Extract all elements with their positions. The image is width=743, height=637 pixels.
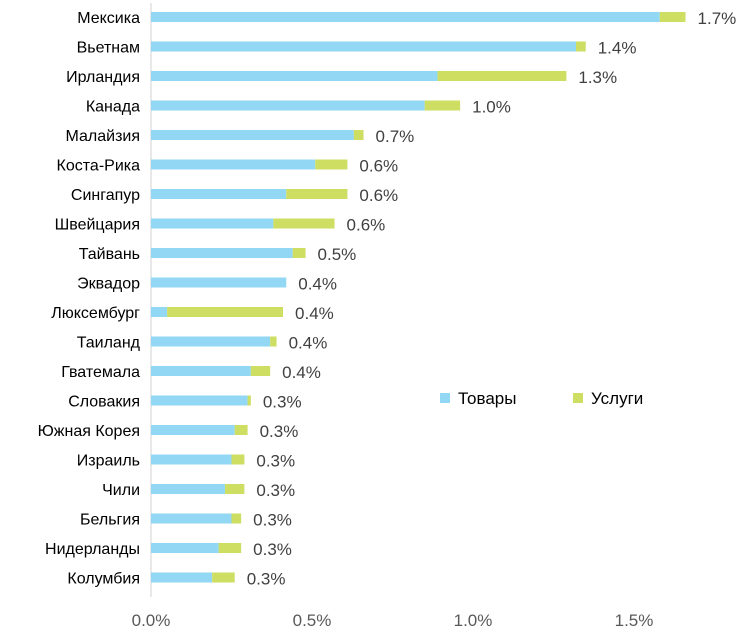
bar-segment-services (225, 484, 245, 494)
bar-segment-services (247, 395, 251, 406)
data-label: 0.5% (318, 245, 357, 264)
category-label: Таиланд (77, 335, 141, 352)
bar-segment-services (292, 248, 306, 258)
data-label: 0.3% (253, 511, 292, 530)
data-label: 0.4% (289, 334, 328, 353)
bar-segment-goods (151, 189, 287, 199)
bar-segment-services (353, 130, 364, 140)
legend-label: Услуги (591, 389, 643, 408)
category-label: Вьетнам (77, 40, 140, 57)
bar-segment-services (250, 366, 271, 376)
data-label: 0.3% (247, 570, 286, 589)
bar-segment-goods (151, 395, 248, 406)
data-label: 0.3% (263, 393, 302, 412)
bar-segment-services (315, 159, 348, 170)
bar-segment-goods (151, 41, 577, 52)
category-label: Мексика (77, 10, 140, 27)
category-label: Бельгия (80, 512, 140, 529)
bar-segment-goods (151, 248, 293, 258)
data-label: 1.0% (472, 98, 511, 117)
category-label: Нидерланды (45, 541, 140, 558)
bar-segment-goods (151, 159, 316, 170)
data-label: 0.3% (256, 452, 295, 471)
bar-segment-goods (151, 100, 425, 111)
bar-segment-goods (151, 130, 354, 140)
data-label: 0.3% (256, 481, 295, 500)
x-tick-label: 1.0% (454, 611, 493, 630)
bar-segment-goods (151, 71, 438, 81)
bar-segment-goods (151, 572, 213, 583)
data-label: 0.4% (282, 363, 321, 382)
data-label: 0.4% (298, 275, 337, 294)
x-tick-label: 1.5% (615, 611, 654, 630)
category-label: Сингапур (71, 187, 140, 204)
category-label: Тайвань (79, 246, 140, 263)
data-label: 0.7% (376, 127, 415, 146)
bar-segment-goods (151, 425, 235, 435)
category-label: Канада (86, 99, 140, 116)
bar-segment-goods (151, 484, 226, 494)
bar-segment-goods (151, 513, 232, 524)
bar-segment-services (231, 513, 242, 524)
bar-segment-services (270, 336, 277, 347)
data-label: 0.6% (347, 216, 386, 235)
category-label: Колумбия (67, 571, 140, 588)
bar-segment-services (659, 12, 686, 22)
data-label: 1.4% (598, 39, 637, 58)
legend-swatch (440, 393, 450, 403)
bar-segment-services (424, 100, 461, 111)
bar-segment-goods (151, 277, 287, 288)
category-label: Коста-Рика (57, 158, 141, 175)
bar-segment-goods (151, 336, 271, 347)
category-label: Ирландия (66, 69, 140, 86)
data-label: 0.3% (253, 540, 292, 559)
bar-segment-services (437, 71, 567, 81)
category-label: Южная Корея (38, 423, 140, 440)
x-tick-label: 0.5% (293, 611, 332, 630)
bar-segment-services (231, 454, 245, 465)
category-label: Швейцария (55, 217, 140, 234)
category-label: Люксембург (51, 305, 140, 322)
data-label: 0.3% (260, 422, 299, 441)
bar-segment-services (286, 189, 348, 199)
bar-segment-services (234, 425, 248, 435)
data-label: 0.4% (295, 304, 334, 323)
bar-segment-goods (151, 307, 168, 317)
data-label: 0.6% (359, 157, 398, 176)
bar-segment-services (273, 218, 335, 229)
bar-segment-goods (151, 454, 232, 465)
bar-segment-services (218, 543, 242, 553)
legend-label: Товары (458, 389, 516, 408)
bar-segment-services (212, 572, 235, 583)
bar-segment-services (576, 41, 586, 52)
category-label: Израиль (77, 453, 140, 470)
bar-segment-goods (151, 12, 660, 22)
category-label: Малайзия (65, 128, 140, 145)
bar-segment-goods (151, 366, 251, 376)
category-label: Эквадор (77, 276, 140, 293)
bar-segment-goods (151, 543, 219, 553)
category-label: Гватемала (61, 364, 140, 381)
category-label: Чили (102, 482, 140, 499)
data-label: 1.7% (698, 9, 737, 28)
x-tick-label: 0.0% (132, 611, 171, 630)
category-label: Словакия (68, 394, 140, 411)
data-label: 0.6% (359, 186, 398, 205)
bar-segment-services (167, 307, 284, 317)
bar-segment-goods (151, 218, 274, 229)
data-label: 1.3% (578, 68, 617, 87)
legend-swatch (573, 393, 583, 403)
